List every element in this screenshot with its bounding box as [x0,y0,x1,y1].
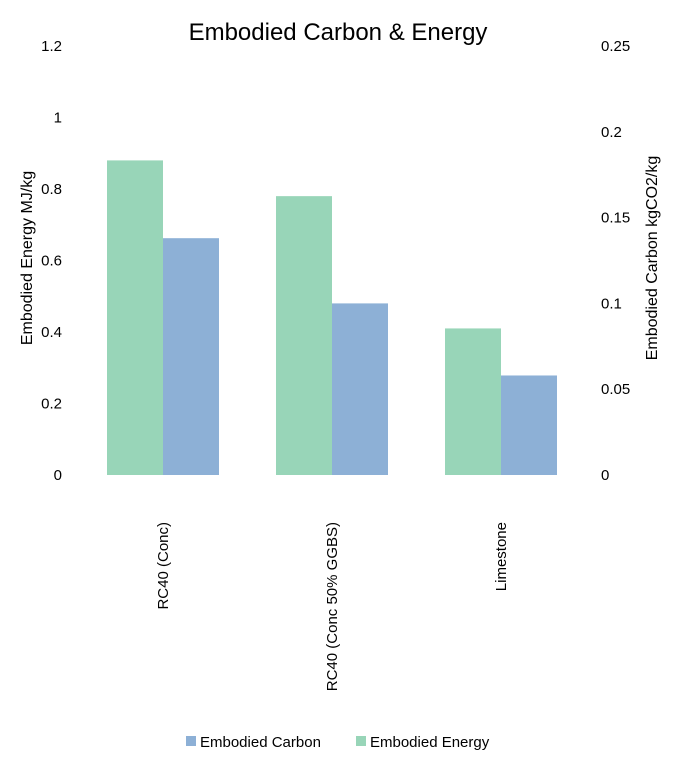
left-tick-label: 0 [54,467,62,484]
category-label: Limestone [493,522,510,591]
left-axis-title: Embodied Energy MJ/kg [19,171,36,345]
left-tick-label: 1.2 [41,38,62,55]
right-tick-label: 0 [601,467,609,484]
right-axis-ticks: 0 0.05 0.1 0.15 0.2 0.25 [601,38,630,484]
right-tick-label: 0.1 [601,295,622,312]
left-tick-label: 0.8 [41,181,62,198]
legend-label: Embodied Carbon [200,734,321,751]
carbon-bar-1 [163,238,219,475]
carbon-bar-3 [501,375,557,475]
legend: Embodied Carbon Embodied Energy [186,734,490,751]
left-tick-label: 1 [54,110,62,127]
right-tick-label: 0.2 [601,124,622,141]
energy-bar-2 [276,196,332,475]
legend-label: Embodied Energy [370,734,490,751]
category-label: RC40 (Conc 50% GGBS) [324,522,341,691]
carbon-bar-2 [332,303,388,475]
legend-swatch [186,736,196,746]
category-label: RC40 (Conc) [155,522,172,610]
left-tick-label: 0.2 [41,396,62,413]
energy-bar-3 [445,328,501,475]
left-tick-label: 0.4 [41,324,62,341]
bars [107,160,557,475]
right-tick-label: 0.15 [601,210,630,227]
right-tick-label: 0.25 [601,38,630,55]
right-axis-title: Embodied Carbon kgCO2/kg [644,156,661,361]
right-tick-label: 0.05 [601,381,630,398]
left-axis-ticks: 0 0.2 0.4 0.6 0.8 1 1.2 [41,38,62,484]
legend-swatch [356,736,366,746]
chart-title: Embodied Carbon & Energy [189,19,488,46]
energy-bar-1 [107,160,163,475]
left-tick-label: 0.6 [41,253,62,270]
category-labels: RC40 (Conc) RC40 (Conc 50% GGBS) Limestone [155,522,510,691]
